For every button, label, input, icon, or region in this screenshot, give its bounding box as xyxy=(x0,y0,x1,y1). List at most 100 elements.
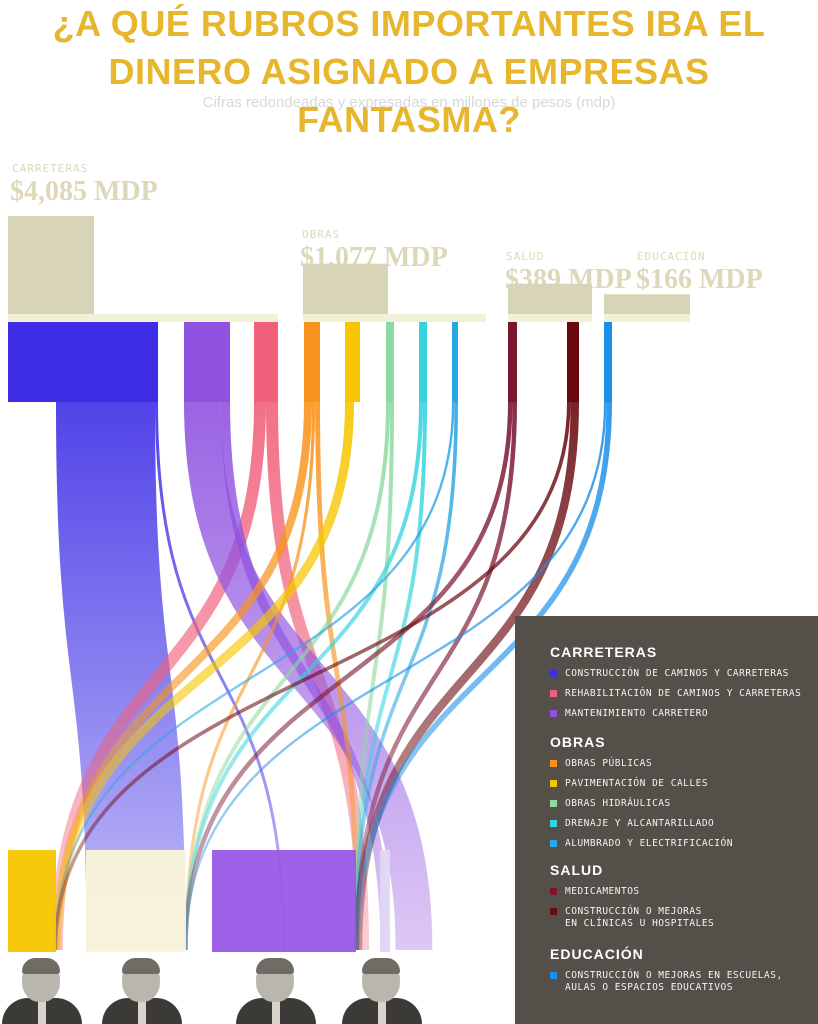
destination-column-1 xyxy=(86,850,186,952)
portrait-hair xyxy=(256,958,294,974)
legend-swatch xyxy=(550,800,557,807)
legend-group-educacion: EDUCACIÓN CONSTRUCCIÓN O MEJORAS EN ESCU… xyxy=(550,946,783,1002)
destination-column-2 xyxy=(212,850,356,952)
legend-item-label: PAVIMENTACIÓN DE CALLES xyxy=(565,778,709,789)
legend-swatch xyxy=(550,760,557,767)
category-label-carreteras: CARRETERAS xyxy=(12,162,89,175)
portrait-3-icon xyxy=(234,958,318,1024)
legend-swatch xyxy=(550,840,557,847)
flow-6-0 xyxy=(183,401,423,951)
legend-item: CONSTRUCCIÓN DE CAMINOS Y CARRETERAS xyxy=(550,668,801,680)
portrait-tie xyxy=(38,1000,46,1024)
legend-group-salud: SALUD MEDICAMENTOS CONSTRUCCIÓN O MEJORA… xyxy=(550,862,714,938)
chart-title-line-1: ¿A QUÉ RUBROS IMPORTANTES IBA EL xyxy=(52,3,766,44)
legend-item: CONSTRUCCIÓN O MEJORAS EN ESCUELAS, AULA… xyxy=(550,970,783,994)
legend-item-label: MANTENIMIENTO CARRETERO xyxy=(565,708,709,719)
legend-item-label: MEDICAMENTOS xyxy=(565,886,640,897)
legend-group-title: CARRETERAS xyxy=(550,644,658,660)
chart-subtitle: Cifras redondeadas y expresadas en millo… xyxy=(202,94,616,111)
legend-item: MEDICAMENTOS xyxy=(550,886,714,898)
stream-stub-2 xyxy=(184,322,230,402)
category-baseline-1 xyxy=(303,314,486,322)
legend-group-title: SALUD xyxy=(550,862,604,878)
legend-swatch xyxy=(550,690,557,697)
flow-7-1 xyxy=(353,401,458,951)
stream-stub-9 xyxy=(567,322,579,402)
stream-stub-10 xyxy=(604,322,612,402)
legend-item: MANTENIMIENTO CARRETERO xyxy=(550,708,801,720)
flow-10-1 xyxy=(354,401,612,951)
flow-7-0 xyxy=(53,401,455,951)
legend-swatch xyxy=(550,888,557,895)
legend-group-obras: OBRAS OBRAS PÚBLICAS PAVIMENTACIÓN DE CA… xyxy=(550,734,733,858)
flow-9-0 xyxy=(53,401,571,951)
portrait-2-icon xyxy=(100,958,184,1024)
flow-0-2 xyxy=(155,401,286,951)
legend-item: CONSTRUCCIÓN O MEJORAS EN CLÍNICAS U HOS… xyxy=(550,906,714,930)
legend-swatch xyxy=(550,820,557,827)
stream-stub-5 xyxy=(386,322,394,402)
flow-3-1 xyxy=(184,401,316,951)
stream-stub-7 xyxy=(452,322,458,402)
portrait-tie xyxy=(272,1000,280,1024)
category-block-0 xyxy=(8,216,94,314)
stream-stub-3 xyxy=(304,322,320,402)
legend-item: DRENAJE Y ALCANTARILLADO xyxy=(550,818,733,830)
legend-item-label: CONSTRUCCIÓN O MEJORAS EN CLÍNICAS U HOS… xyxy=(565,906,715,929)
legend-item-label: CONSTRUCCIÓN O MEJORAS EN ESCUELAS, AULA… xyxy=(565,970,783,993)
legend-item: REHABILITACIÓN DE CAMINOS Y CARRETERAS xyxy=(550,688,801,700)
stream-stub-1 xyxy=(254,322,278,402)
category-label-obras: OBRAS xyxy=(302,228,341,241)
legend-item-label: REHABILITACIÓN DE CAMINOS Y CARRETERAS xyxy=(565,688,802,699)
stream-stub-6 xyxy=(419,322,427,402)
category-block-3 xyxy=(604,294,690,314)
category-value-carreteras: $4,085 MDP xyxy=(10,176,158,207)
category-baseline-0 xyxy=(8,314,278,322)
legend: CARRETERAS CONSTRUCCIÓN DE CAMINOS Y CAR… xyxy=(515,616,818,1024)
portrait-1-icon xyxy=(0,958,84,1024)
legend-item-label: OBRAS PÚBLICAS xyxy=(565,758,653,769)
portrait-tie xyxy=(138,1000,146,1024)
legend-item-label: CONSTRUCCIÓN DE CAMINOS Y CARRETERAS xyxy=(565,668,789,679)
stream-stub-0 xyxy=(8,322,158,402)
flow-4-0 xyxy=(52,401,354,951)
legend-item: PAVIMENTACIÓN DE CALLES xyxy=(550,778,733,790)
legend-swatch xyxy=(550,908,557,915)
legend-group-title: OBRAS xyxy=(550,734,606,750)
portrait-4-icon xyxy=(340,958,424,1024)
legend-swatch xyxy=(550,972,557,979)
stream-stub-4 xyxy=(345,322,360,402)
legend-item-label: ALUMBRADO Y ELECTRIFICACIÓN xyxy=(565,838,733,849)
destination-column-0 xyxy=(8,850,56,952)
portrait-hair xyxy=(122,958,160,974)
legend-item: OBRAS PÚBLICAS xyxy=(550,758,733,770)
flow-10-0 xyxy=(184,401,607,951)
portrait-hair xyxy=(22,958,60,974)
destination-column-3 xyxy=(380,850,390,952)
portrait-tie xyxy=(378,1000,386,1024)
category-block-2 xyxy=(508,283,592,314)
legend-swatch xyxy=(550,710,557,717)
category-value-educacion: $166 MDP xyxy=(636,264,763,295)
legend-group-title: EDUCACIÓN xyxy=(550,946,644,962)
category-baseline-2 xyxy=(508,314,592,322)
flow-8-1 xyxy=(354,401,517,951)
category-label-educacion: EDUCACIÓN xyxy=(637,250,706,263)
legend-item-label: OBRAS HIDRÁULICAS xyxy=(565,798,671,809)
chart-title: ¿A QUÉ RUBROS IMPORTANTES IBA EL DINERO … xyxy=(0,0,818,144)
category-baseline-3 xyxy=(604,314,690,322)
chart-title-line-2: DINERO ASIGNADO A EMPRESAS FANTASMA? xyxy=(108,51,710,140)
legend-item: OBRAS HIDRÁULICAS xyxy=(550,798,733,810)
category-block-1 xyxy=(303,263,388,314)
flow-8-0 xyxy=(183,401,513,951)
legend-group-carreteras: CARRETERAS CONSTRUCCIÓN DE CAMINOS Y CAR… xyxy=(550,644,801,728)
category-label-salud: SALUD xyxy=(506,250,545,263)
legend-swatch xyxy=(550,670,557,677)
legend-item: ALUMBRADO Y ELECTRIFICACIÓN xyxy=(550,838,733,850)
legend-swatch xyxy=(550,780,557,787)
flow-0-1 xyxy=(56,401,186,951)
portrait-hair xyxy=(362,958,400,974)
stream-stub-8 xyxy=(508,322,517,402)
legend-item-label: DRENAJE Y ALCANTARILLADO xyxy=(565,818,715,829)
